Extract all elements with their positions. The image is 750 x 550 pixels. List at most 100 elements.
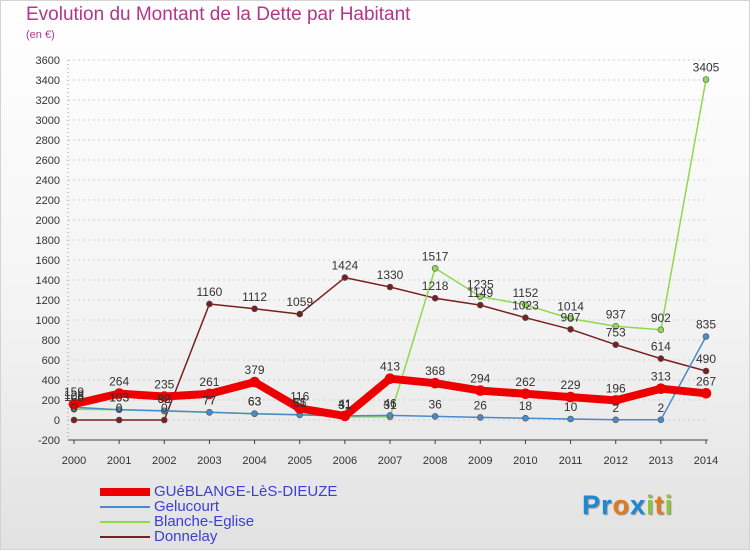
data-point xyxy=(702,76,710,83)
data-point xyxy=(115,416,123,424)
y-tick-label: 600 xyxy=(42,355,60,367)
x-tick-label: 2005 xyxy=(287,455,311,467)
data-label: 196 xyxy=(606,381,626,395)
y-tick-label: 3200 xyxy=(36,95,60,107)
logo-letter: t xyxy=(654,490,665,520)
data-label: 902 xyxy=(651,311,671,325)
legend-item: Blanche-Eglise xyxy=(100,513,400,530)
y-tick-label: 800 xyxy=(42,335,60,347)
data-point xyxy=(341,274,349,281)
data-label: 10 xyxy=(564,400,578,414)
x-tick-label: 2013 xyxy=(649,455,673,467)
data-point xyxy=(702,333,710,340)
data-label: 31 xyxy=(383,398,397,412)
data-point xyxy=(474,385,486,396)
x-tick-label: 2001 xyxy=(107,455,131,467)
data-point xyxy=(68,398,80,410)
y-tick-label: 2400 xyxy=(36,175,60,187)
data-label: 89 xyxy=(158,392,172,406)
data-label: 262 xyxy=(515,375,535,389)
data-label: 379 xyxy=(245,363,265,377)
data-label: 63 xyxy=(248,395,262,409)
data-point xyxy=(522,314,529,322)
chart-title: Evolution du Montant de la Dette par Hab… xyxy=(26,4,411,25)
y-tick-label: 2600 xyxy=(36,155,60,167)
data-label: 51 xyxy=(293,396,307,410)
data-label: 1023 xyxy=(512,299,539,313)
data-label: 1014 xyxy=(557,300,584,314)
legend-item: GUéBLANGE-LèS-DIEUZE xyxy=(100,483,400,500)
data-point xyxy=(294,403,306,414)
legend-label: GUéBLANGE-LèS-DIEUZE xyxy=(154,483,338,500)
data-point xyxy=(612,341,620,349)
x-tick-label: 2006 xyxy=(333,455,357,467)
data-label: 1218 xyxy=(422,279,449,293)
data-label: 313 xyxy=(651,370,671,384)
x-tick-label: 2000 xyxy=(62,455,86,467)
data-label: 1152 xyxy=(513,286,539,300)
y-tick-label: 2200 xyxy=(36,195,60,207)
y-tick-label: 1000 xyxy=(36,315,60,327)
data-point xyxy=(206,408,213,416)
data-point xyxy=(520,388,531,400)
chart-legend: GUéBLANGE-LèS-DIEUZE Gelucourt Blanche-E… xyxy=(100,483,400,545)
logo-letter: x xyxy=(630,490,647,520)
data-label: 235 xyxy=(154,378,174,392)
data-label: 490 xyxy=(696,352,716,366)
data-label: 753 xyxy=(606,326,626,340)
data-label: 2 xyxy=(658,401,665,415)
data-label: 46 xyxy=(383,396,397,410)
x-tick-label: 2014 xyxy=(694,455,718,467)
data-point xyxy=(115,406,123,414)
logo-letter: r xyxy=(601,490,613,520)
data-label: 159 xyxy=(64,385,84,399)
data-label: 1112 xyxy=(242,290,267,304)
data-point xyxy=(160,416,168,424)
data-label: 1517 xyxy=(422,249,449,263)
data-point xyxy=(567,315,574,322)
proxiti-logo: Proxiti xyxy=(582,490,673,521)
data-label: 103 xyxy=(109,391,129,405)
data-label: 108 xyxy=(64,390,84,404)
legend-label: Blanche-Eglise xyxy=(154,513,255,530)
data-point xyxy=(386,283,394,291)
data-label: 0 xyxy=(116,401,123,415)
data-label: 116 xyxy=(290,389,309,403)
data-label: 1059 xyxy=(286,295,313,309)
y-tick-label: 1600 xyxy=(36,255,60,267)
data-label: 26 xyxy=(474,398,488,412)
legend-swatch xyxy=(100,506,150,508)
legend-label: Donnelay xyxy=(154,528,218,545)
data-point xyxy=(204,388,215,400)
data-point xyxy=(431,264,439,272)
y-tick-label: 3400 xyxy=(36,75,60,87)
y-tick-label: 2800 xyxy=(36,135,60,147)
data-point xyxy=(386,412,394,419)
legend-swatch xyxy=(100,536,150,538)
x-tick-label: 2008 xyxy=(423,455,447,467)
data-point xyxy=(612,416,620,424)
data-point xyxy=(160,407,168,415)
data-point xyxy=(565,391,576,403)
data-label: 229 xyxy=(561,378,581,392)
data-label: 92 xyxy=(158,392,172,406)
data-point xyxy=(251,305,258,313)
data-point xyxy=(657,416,665,424)
data-point xyxy=(657,326,665,334)
x-tick-label: 2003 xyxy=(197,455,221,467)
y-tick-label: 1800 xyxy=(36,235,60,247)
data-label: 1424 xyxy=(332,259,359,273)
y-tick-label: 1200 xyxy=(36,295,60,307)
data-label: 41 xyxy=(338,397,352,411)
data-label: 31 xyxy=(338,398,352,412)
data-point xyxy=(702,367,710,375)
data-point xyxy=(522,414,529,422)
data-label: 835 xyxy=(696,318,716,332)
data-label: 0 xyxy=(71,401,78,415)
legend-item: Gelucourt xyxy=(100,498,400,515)
data-label: 907 xyxy=(561,310,581,324)
y-tick-label: 200 xyxy=(42,395,60,407)
data-label: 368 xyxy=(425,364,445,378)
y-tick-label: 400 xyxy=(42,375,60,387)
